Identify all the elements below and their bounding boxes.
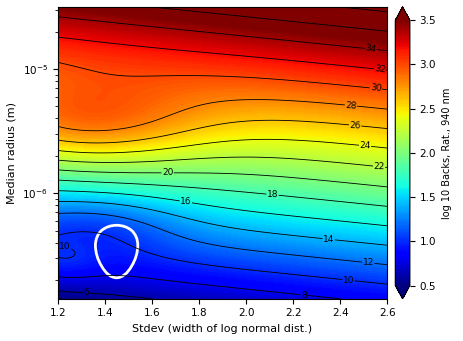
PathPatch shape xyxy=(395,285,410,299)
Text: 22: 22 xyxy=(373,162,385,171)
Text: 18: 18 xyxy=(267,190,278,199)
Text: 6: 6 xyxy=(84,288,89,297)
Text: 10: 10 xyxy=(59,242,71,252)
Text: 24: 24 xyxy=(359,141,371,150)
Text: 8: 8 xyxy=(301,291,307,299)
Text: 10: 10 xyxy=(343,276,354,285)
Text: 16: 16 xyxy=(180,197,192,206)
Y-axis label: log 10 Backs, Rat., 940 nm: log 10 Backs, Rat., 940 nm xyxy=(442,87,452,219)
X-axis label: Stdev (width of log normal dist.): Stdev (width of log normal dist.) xyxy=(132,324,313,334)
PathPatch shape xyxy=(395,7,410,20)
Text: 28: 28 xyxy=(345,101,357,110)
Text: 30: 30 xyxy=(369,84,382,93)
Y-axis label: Median radius (m): Median radius (m) xyxy=(7,102,17,204)
Text: 32: 32 xyxy=(374,64,386,75)
Text: 12: 12 xyxy=(363,258,374,267)
Text: 26: 26 xyxy=(349,121,361,130)
Text: 14: 14 xyxy=(323,235,334,244)
Text: 34: 34 xyxy=(364,43,377,55)
Text: 20: 20 xyxy=(162,168,173,177)
